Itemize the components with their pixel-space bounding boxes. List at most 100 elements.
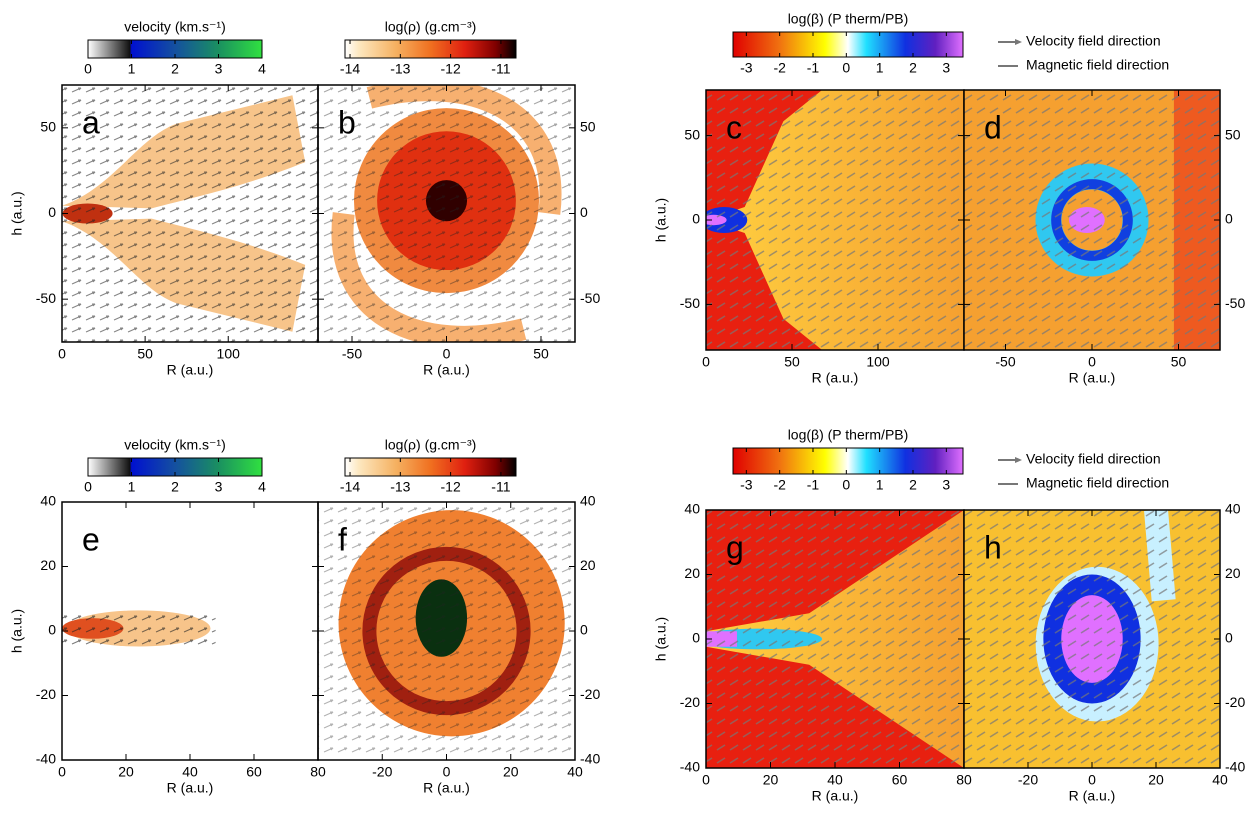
y-axis-label: h (a.u.) xyxy=(9,609,25,653)
colorbar xyxy=(344,457,517,477)
y-tick-label: 50 xyxy=(1225,126,1241,142)
colorbar-title: velocity (km.s⁻¹) xyxy=(124,437,226,453)
x-axis-label: R (a.u.) xyxy=(423,780,470,796)
vectors xyxy=(62,610,216,647)
colorbar-title: log(β) (P therm/PB) xyxy=(788,427,909,443)
panel-letter: a xyxy=(82,104,100,140)
colorbar-tick-label: -3 xyxy=(740,477,753,493)
colorbar-tick-label: -11 xyxy=(491,479,510,495)
colorbar-tick-label: 3 xyxy=(215,61,223,77)
panel xyxy=(62,610,216,647)
x-tick-label: 80 xyxy=(956,772,972,788)
colorbar-tick-label: -11 xyxy=(491,61,510,77)
panel-letter: e xyxy=(82,521,100,557)
x-axis-label: R (a.u.) xyxy=(812,370,859,386)
y-tick-label: 40 xyxy=(580,493,596,509)
y-tick-label: 0 xyxy=(692,630,700,646)
x-axis-label: R (a.u.) xyxy=(1069,370,1116,386)
colorbar xyxy=(732,447,964,475)
colorbar-tick-label: -3 xyxy=(740,60,753,76)
x-tick-label: -20 xyxy=(1018,772,1038,788)
colorbar-tick-label: 1 xyxy=(128,479,136,495)
y-tick-label: 0 xyxy=(1225,630,1233,646)
x-tick-label: 20 xyxy=(763,772,779,788)
colorbar-tick-label: 2 xyxy=(909,60,917,76)
x-tick-label: 40 xyxy=(827,772,843,788)
panel-letter: g xyxy=(726,529,744,565)
colorbar-tick-label: 2 xyxy=(171,479,179,495)
x-tick-label: 50 xyxy=(137,346,153,362)
colorbar-tick-label: 0 xyxy=(842,477,850,493)
y-tick-label: 50 xyxy=(580,119,596,135)
x-tick-label: 40 xyxy=(182,764,198,780)
y-tick-label: 20 xyxy=(1225,565,1241,581)
colorbar-title: log(ρ) (g.cm⁻³) xyxy=(385,19,477,35)
colorbar-title: velocity (km.s⁻¹) xyxy=(124,19,226,35)
y-tick-label: -40 xyxy=(580,751,600,767)
colorbar-tick-label: -14 xyxy=(340,61,360,77)
y-tick-label: -40 xyxy=(1225,759,1245,775)
colorbar-tick-label: -2 xyxy=(773,477,786,493)
legend-label: Magnetic field direction xyxy=(1026,475,1169,491)
x-tick-label: 80 xyxy=(310,764,326,780)
x-tick-label: 0 xyxy=(702,354,710,370)
x-tick-label: -50 xyxy=(995,354,1015,370)
colorbar-tick-label: 4 xyxy=(258,479,266,495)
colorbar-tick-label: -1 xyxy=(807,60,820,76)
x-tick-label: 20 xyxy=(118,764,134,780)
y-tick-label: -50 xyxy=(36,290,56,306)
x-tick-label: 0 xyxy=(443,346,451,362)
y-tick-label: 50 xyxy=(684,126,700,142)
y-tick-label: -20 xyxy=(680,694,700,710)
y-tick-label: 20 xyxy=(580,557,596,573)
x-tick-label: 40 xyxy=(1212,772,1228,788)
y-axis-label: h (a.u.) xyxy=(9,191,25,235)
panel-letter: b xyxy=(338,104,356,140)
y-tick-label: -50 xyxy=(1225,295,1245,311)
y-tick-label: 0 xyxy=(1225,211,1233,227)
y-tick-label: -40 xyxy=(36,751,56,767)
y-tick-label: 20 xyxy=(40,557,56,573)
x-tick-label: -20 xyxy=(372,764,392,780)
x-tick-label: 0 xyxy=(1088,772,1096,788)
x-axis-label: R (a.u.) xyxy=(167,362,214,378)
panel-letter: f xyxy=(338,521,347,557)
x-tick-label: -50 xyxy=(342,346,362,362)
y-tick-label: 0 xyxy=(580,204,588,220)
x-axis-label: R (a.u.) xyxy=(812,788,859,804)
x-tick-label: 100 xyxy=(217,346,241,362)
y-tick-label: -50 xyxy=(680,295,700,311)
y-axis-label: h (a.u.) xyxy=(653,617,669,661)
panel-letter: d xyxy=(984,109,1002,145)
colorbar xyxy=(344,39,517,59)
x-tick-label: 40 xyxy=(567,764,583,780)
legend-label: Velocity field direction xyxy=(1026,451,1161,467)
y-tick-label: -20 xyxy=(580,686,600,702)
y-tick-label: -20 xyxy=(1225,694,1245,710)
y-tick-label: -20 xyxy=(36,686,56,702)
x-tick-label: 50 xyxy=(1171,354,1187,370)
colorbar-tick-label: 3 xyxy=(942,477,950,493)
colorbar-tick-label: 2 xyxy=(171,61,179,77)
legend-label: Velocity field direction xyxy=(1026,33,1161,49)
colorbar-tick-label: -2 xyxy=(773,60,786,76)
y-tick-label: 50 xyxy=(40,119,56,135)
colorbar xyxy=(732,31,964,58)
y-axis-label: h (a.u.) xyxy=(653,198,669,242)
y-tick-label: 40 xyxy=(40,493,56,509)
colorbar-tick-label: -1 xyxy=(807,477,820,493)
colorbar-tick-label: 2 xyxy=(909,477,917,493)
x-tick-label: 60 xyxy=(246,764,262,780)
x-tick-label: 0 xyxy=(58,764,66,780)
colorbar-tick-label: 0 xyxy=(84,61,92,77)
x-tick-label: 0 xyxy=(58,346,66,362)
x-tick-label: 50 xyxy=(784,354,800,370)
